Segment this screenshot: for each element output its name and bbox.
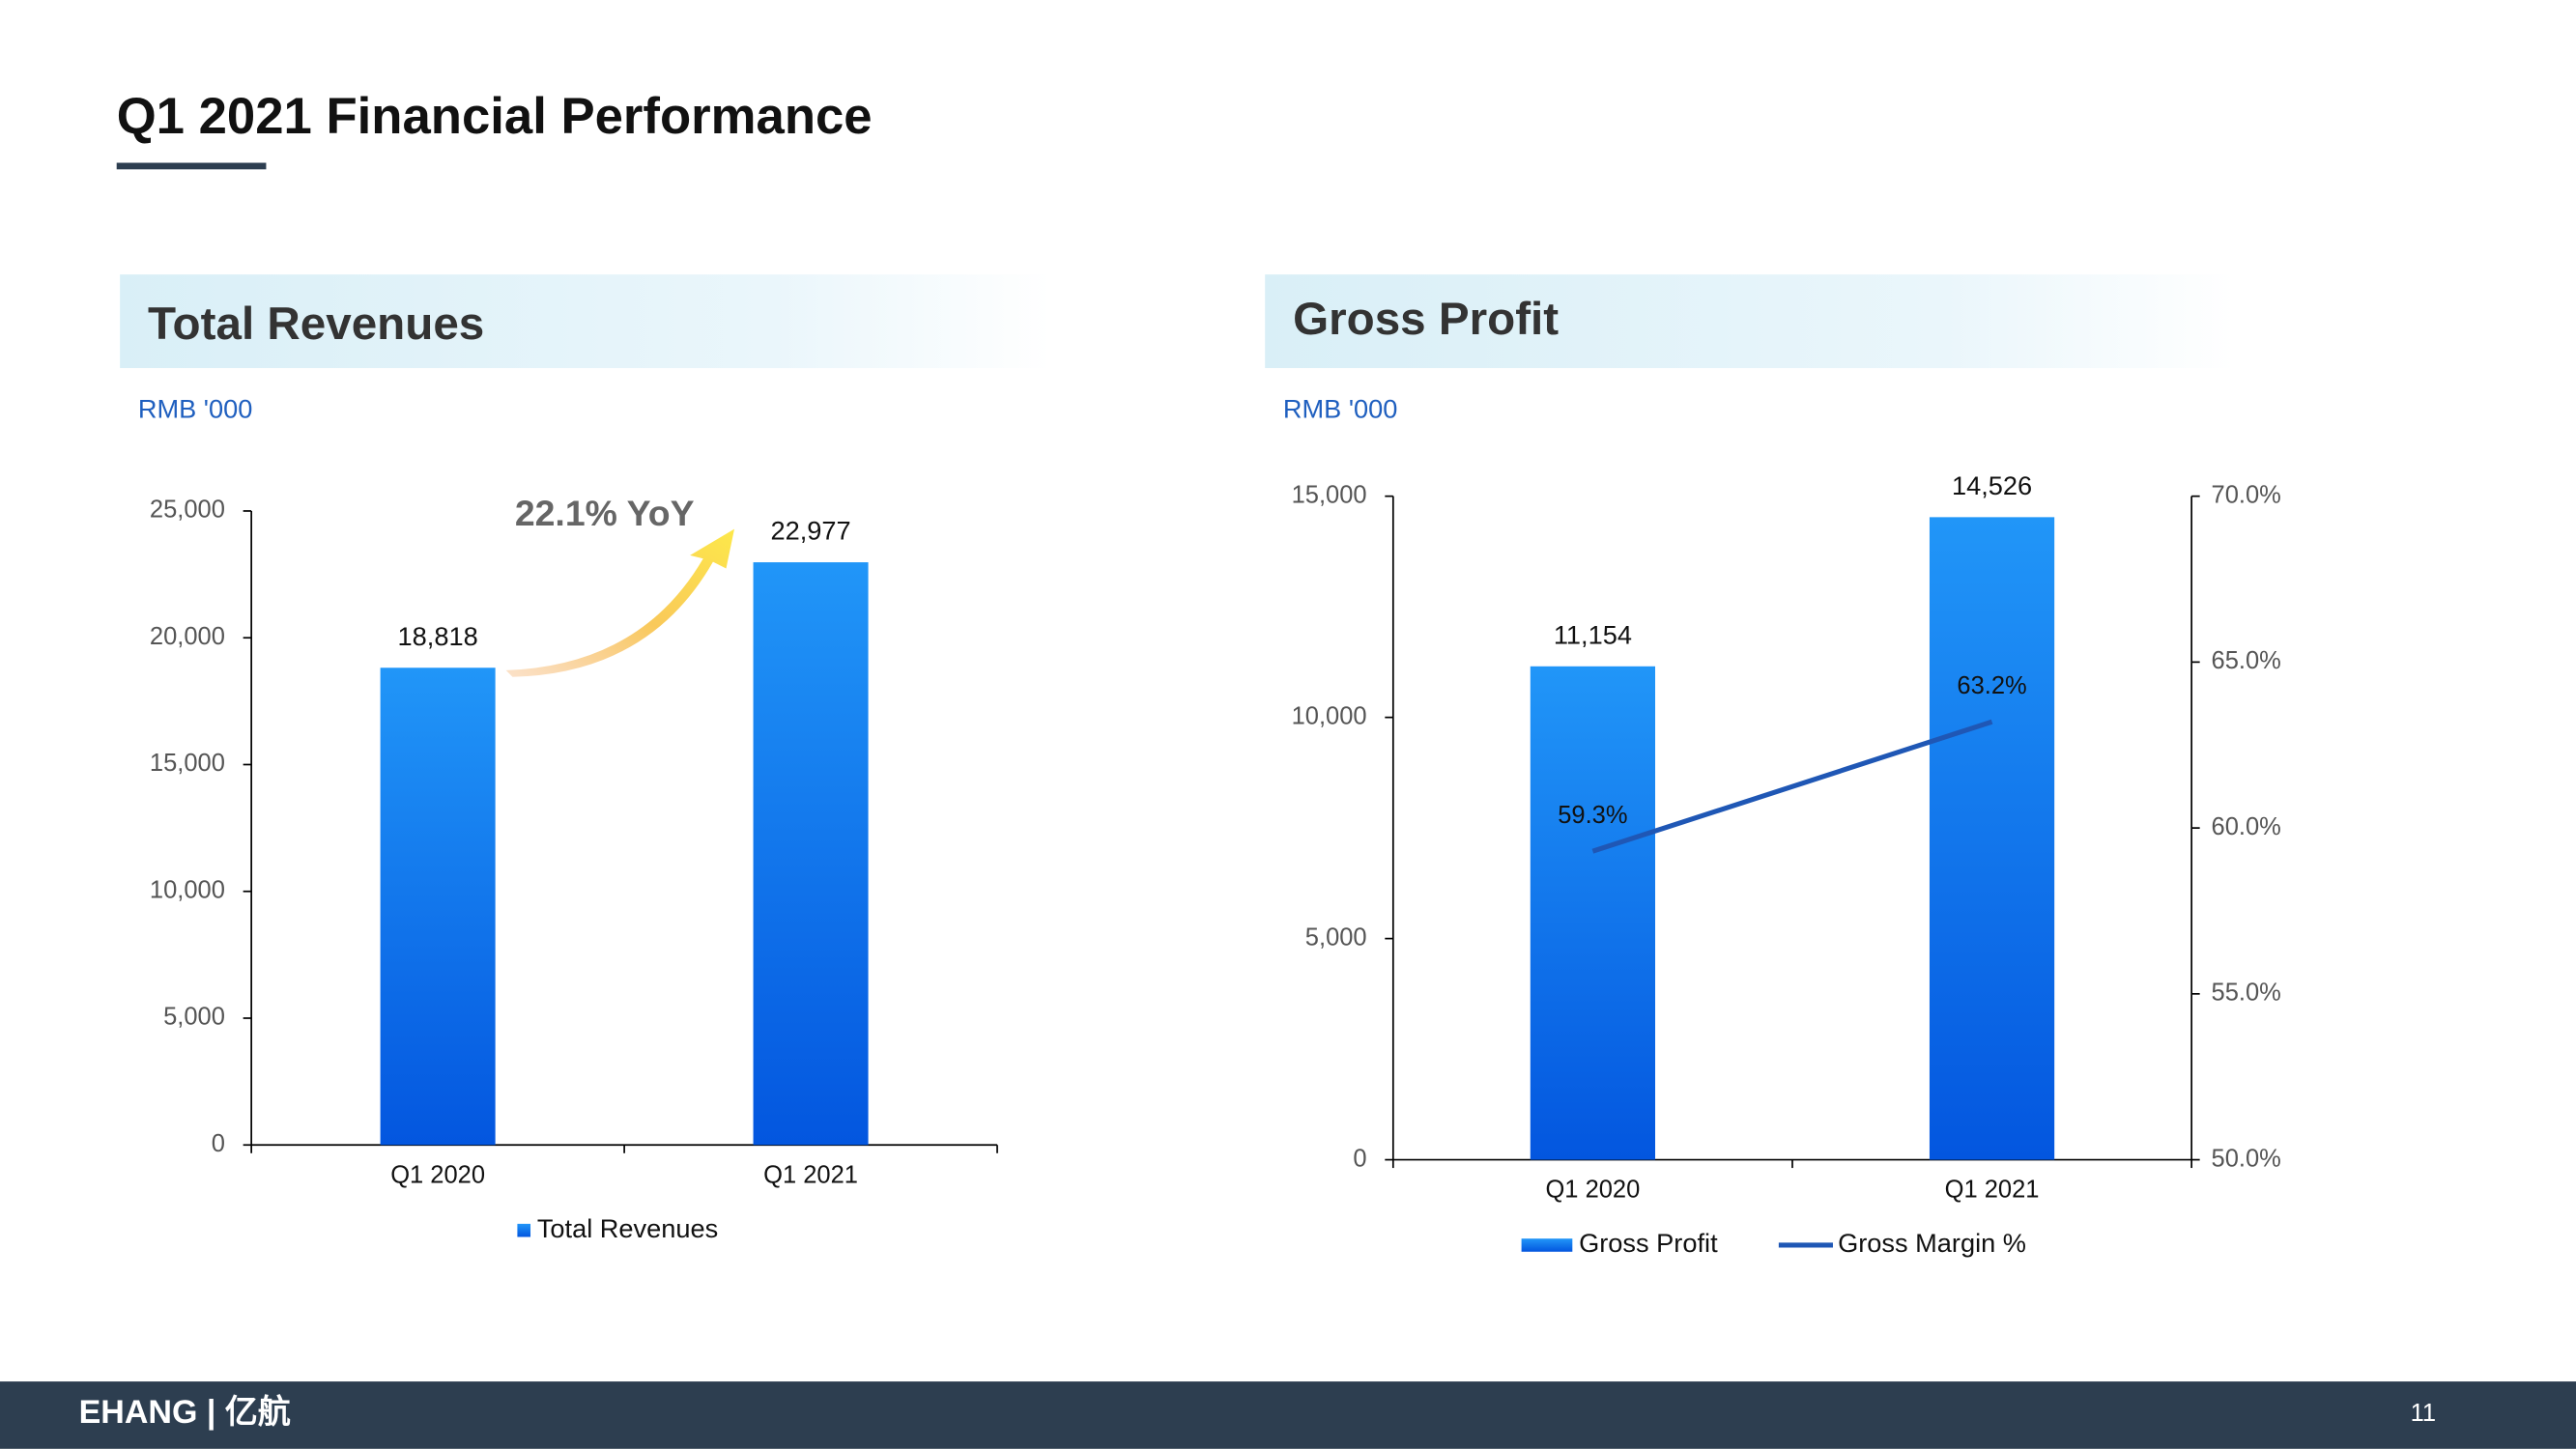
y-tick-label: 0 (212, 1130, 225, 1157)
annotation: 22.1% YoY (515, 493, 695, 533)
section-title: Total Revenues (148, 298, 484, 350)
y2-tick-label: 55.0% (2212, 980, 2281, 1007)
bar (753, 562, 869, 1146)
section-header (1265, 274, 2235, 369)
y-tick-label: 5,000 (1305, 923, 1367, 951)
x-tick-label: Q1 2021 (763, 1161, 858, 1188)
value-label: 63.2% (1957, 672, 2026, 699)
y-tick-label: 10,000 (150, 876, 225, 903)
y-tick-label: 15,000 (1292, 481, 1367, 508)
y2-tick-label: 50.0% (2212, 1145, 2281, 1172)
value-label: 14,526 (1952, 470, 2032, 500)
y-tick-label: 10,000 (1292, 702, 1367, 729)
y-tick-label: 15,000 (150, 750, 225, 777)
y-tick-label: 0 (1353, 1145, 1366, 1172)
y-tick-label: 5,000 (163, 1004, 225, 1031)
unit-label: RMB '000 (138, 393, 253, 423)
bar (1929, 517, 2055, 1160)
legend-label: Gross Margin % (1838, 1228, 2026, 1258)
legend-swatch (517, 1223, 531, 1237)
unit-label: RMB '000 (1283, 393, 1398, 423)
line-series (1591, 719, 1993, 854)
page-title: Q1 2021 Financial Performance (117, 88, 873, 145)
title-underline (116, 162, 267, 170)
x-tick-label: Q1 2021 (1945, 1177, 2040, 1204)
y-tick-label: 20,000 (150, 623, 225, 650)
x-tick-label: Q1 2020 (1545, 1177, 1640, 1204)
y2-tick-label: 65.0% (2212, 647, 2281, 674)
section-header (120, 274, 1052, 369)
legend-label: Gross Profit (1579, 1228, 1718, 1258)
value-label: 18,818 (398, 621, 478, 651)
growth-arrow (505, 528, 735, 677)
value-label: 11,154 (1554, 619, 1632, 649)
logo: EHANG | 亿航 (79, 1393, 291, 1431)
value-label: 22,977 (770, 516, 850, 546)
x-tick-label: Q1 2020 (390, 1161, 485, 1188)
section-title: Gross Profit (1293, 294, 1559, 345)
legend-swatch (1521, 1238, 1573, 1252)
y2-tick-label: 60.0% (2212, 813, 2281, 840)
bar (1530, 666, 1656, 1160)
page-number: 11 (2411, 1400, 2436, 1427)
legend-label: Total Revenues (537, 1213, 718, 1243)
y2-tick-label: 70.0% (2212, 481, 2281, 508)
y-tick-label: 25,000 (150, 497, 225, 524)
footer-bar (0, 1381, 2576, 1449)
bar (380, 668, 496, 1146)
value-label: 59.3% (1558, 802, 1627, 829)
